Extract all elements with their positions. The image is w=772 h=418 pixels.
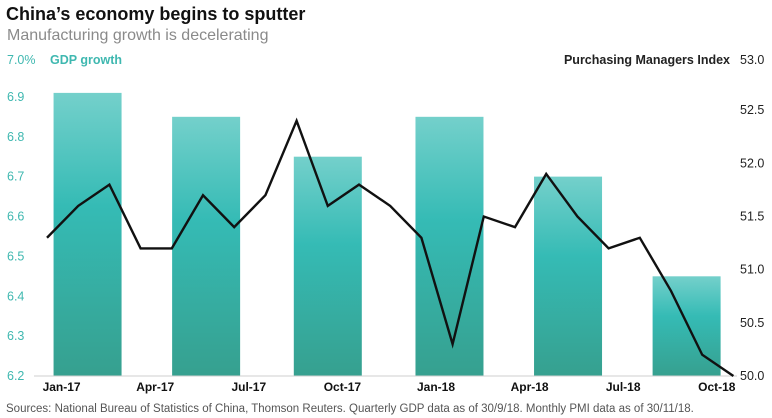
- pmi-line: [46, 117, 735, 377]
- left-axis-tick: 6.8: [7, 130, 24, 144]
- left-axis-tick: 6.7: [7, 170, 24, 184]
- right-axis-tick: 52.5: [740, 103, 764, 117]
- chart-title: China’s economy begins to sputter: [6, 4, 305, 24]
- chart-subtitle: Manufacturing growth is decelerating: [7, 27, 268, 44]
- x-axis-tick: Oct-18: [698, 380, 736, 394]
- left-axis-tick: 6.9: [7, 90, 24, 104]
- footer-sources: Sources: National Bureau of Statistics o…: [6, 403, 694, 415]
- gdp-bar: [534, 176, 603, 376]
- right-axis-tick: 53.0: [740, 53, 764, 67]
- x-axis-tick: Apr-18: [511, 380, 549, 394]
- gdp-bar: [293, 156, 362, 376]
- x-axis-tick: Jan-18: [417, 380, 455, 394]
- x-axis-tick: Jul-18: [606, 380, 641, 394]
- right-axis-tick: 50.5: [740, 316, 764, 330]
- left-axis-tick: 6.2: [7, 369, 24, 383]
- left-axis-tick: 6.5: [7, 249, 24, 263]
- left-axis-label: GDP growth: [50, 53, 122, 67]
- x-axis-tick: Apr-17: [136, 380, 174, 394]
- left-axis-tick: 6.4: [7, 289, 24, 303]
- right-axis-tick: 51.0: [740, 263, 764, 277]
- left-axis-tick: 6.3: [7, 329, 24, 343]
- left-axis-tick: 6.6: [7, 210, 24, 224]
- gdp-bar: [172, 116, 241, 376]
- right-axis-label: Purchasing Managers Index: [564, 53, 730, 67]
- x-axis-tick: Jan-17: [43, 380, 81, 394]
- left-axis-top-tick: 7.0%: [7, 53, 36, 67]
- right-axis-tick: 52.0: [740, 156, 764, 170]
- right-axis-tick: 50.0: [740, 369, 764, 383]
- right-axis-tick: 51.5: [740, 210, 764, 224]
- gdp-bar: [53, 92, 122, 376]
- x-axis-tick: Oct-17: [324, 380, 362, 394]
- x-axis-tick: Jul-17: [231, 380, 266, 394]
